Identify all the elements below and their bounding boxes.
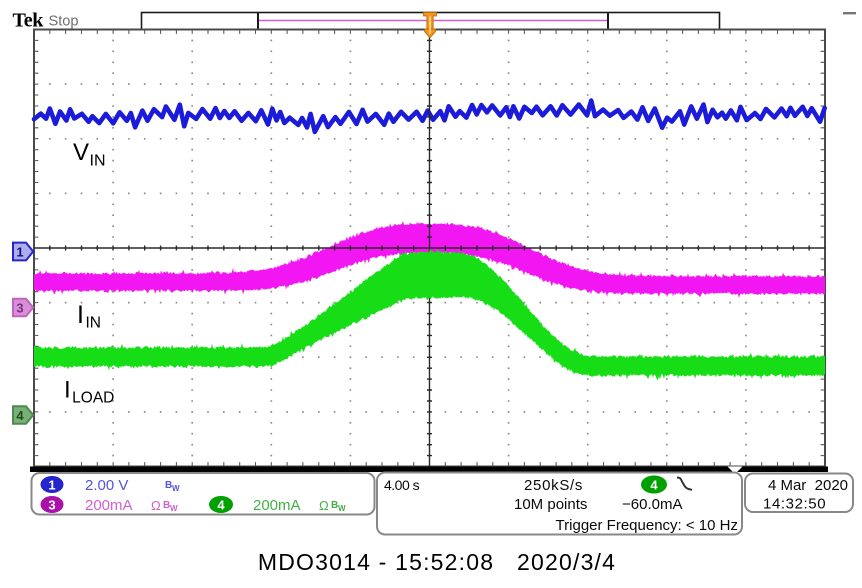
- svg-text:W: W: [338, 504, 346, 513]
- svg-text:W: W: [172, 484, 180, 493]
- svg-text:4: 4: [650, 478, 658, 493]
- svg-text:250kS/s: 250kS/s: [524, 477, 583, 494]
- svg-text:14:32:50: 14:32:50: [763, 496, 826, 513]
- svg-text:2.00 V: 2.00 V: [85, 477, 128, 494]
- svg-text:1: 1: [16, 245, 23, 260]
- svg-text:Stop: Stop: [49, 13, 79, 29]
- svg-text:Ω: Ω: [151, 498, 161, 513]
- svg-text:10M points: 10M points: [514, 496, 587, 513]
- svg-text:200mA: 200mA: [85, 497, 133, 514]
- svg-text:3: 3: [48, 498, 55, 513]
- svg-text:Tek: Tek: [13, 10, 45, 32]
- svg-text:W: W: [170, 504, 178, 513]
- svg-text:4: 4: [16, 408, 24, 423]
- svg-text:B: B: [331, 500, 338, 511]
- svg-text:4: 4: [217, 498, 225, 513]
- svg-text:Ω: Ω: [319, 498, 329, 513]
- svg-text:200mA: 200mA: [253, 497, 301, 514]
- svg-text:B: B: [165, 480, 172, 491]
- svg-text:4.00 s: 4.00 s: [384, 477, 420, 493]
- svg-text:Trigger Frequency: < 10 Hz: Trigger Frequency: < 10 Hz: [556, 517, 738, 534]
- svg-text:−60.0mA: −60.0mA: [622, 496, 682, 513]
- svg-text:B: B: [163, 500, 170, 511]
- svg-text:MDO3014 - 15:52:08 2020/3/4: MDO3014 - 15:52:08 2020/3/4: [258, 549, 616, 575]
- svg-text:4 Mar 2020: 4 Mar 2020: [768, 477, 848, 494]
- svg-text:1: 1: [48, 478, 55, 493]
- svg-text:3: 3: [16, 301, 23, 316]
